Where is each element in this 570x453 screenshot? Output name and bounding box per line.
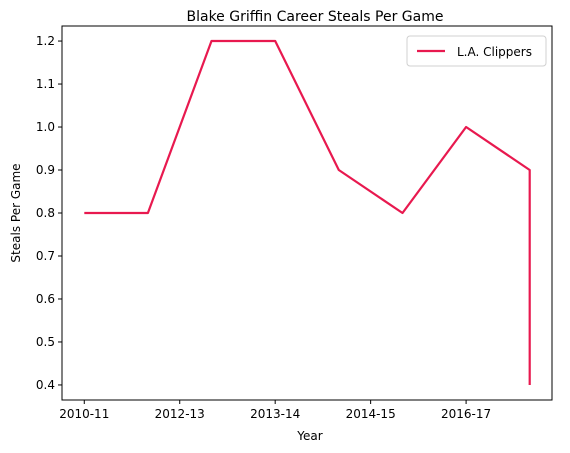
y-tick-label: 0.8 [36, 206, 55, 220]
y-axis-label: Steals Per Game [9, 163, 23, 262]
legend-label-la-clippers: L.A. Clippers [457, 45, 532, 59]
y-tick-label: 0.6 [36, 292, 55, 306]
y-tick-label: 1.0 [36, 120, 55, 134]
legend: L.A. Clippers [406, 35, 547, 67]
x-axis-label: Year [296, 429, 322, 443]
y-tick-label: 1.1 [36, 77, 55, 91]
y-tick-label: 0.7 [36, 249, 55, 263]
legend-box [406, 35, 547, 67]
x-tick-label: 2013-14 [250, 407, 300, 421]
x-tick-label: 2012-13 [155, 407, 205, 421]
y-tick-label: 1.2 [36, 34, 55, 48]
y-tick-label: 0.5 [36, 335, 55, 349]
series-layer [84, 39, 531, 385]
x-tick-label: 2010-11 [59, 407, 109, 421]
chart-title: Blake Griffin Career Steals Per Game [187, 9, 444, 25]
y-tick-label: 0.9 [36, 163, 55, 177]
series-line-la-clippers [84, 39, 531, 385]
x-tick-label: 2016-17 [441, 407, 491, 421]
y-axis: 0.4 0.5 0.6 0.7 0.8 0.9 1.0 1.1 1.2 [36, 34, 62, 392]
x-axis: 2010-11 2012-13 2013-14 2014-15 2016-17 [59, 400, 491, 421]
x-tick-label: 2014-15 [346, 407, 396, 421]
y-tick-label: 0.4 [36, 378, 55, 392]
